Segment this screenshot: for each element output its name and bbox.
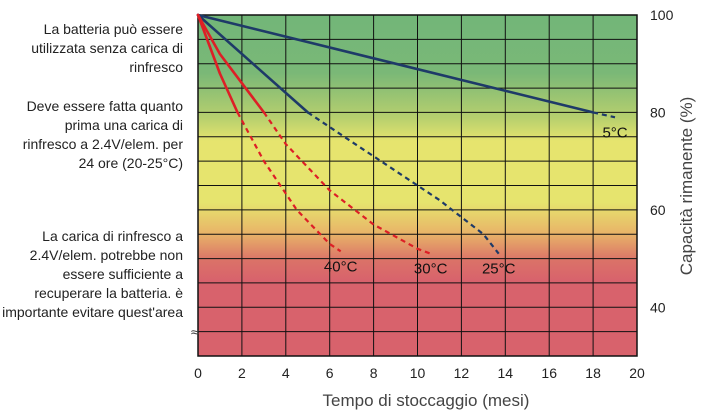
y-tick-labels: 100 80 60 40 <box>650 7 674 315</box>
x-tick-label: 2 <box>238 365 246 381</box>
x-tick-label: 0 <box>194 365 202 381</box>
x-tick-label: 10 <box>410 365 426 381</box>
zone-note-green: La batteria può essere utilizzata senza … <box>31 21 183 75</box>
x-axis-title: Tempo di stoccaggio (mesi) <box>323 391 530 410</box>
axis-break-mark: ≈ <box>190 325 200 339</box>
series-label: 5°C <box>602 124 627 141</box>
series-labels: 5°C 25°C 30°C 40°C <box>324 124 628 277</box>
series-label: 25°C <box>482 261 516 278</box>
x-tick-labels: 0 2 4 6 8 10 12 14 16 18 20 <box>194 365 645 381</box>
grid <box>198 15 637 356</box>
x-tick-label: 20 <box>629 365 645 381</box>
y-tick-label: 80 <box>650 104 666 120</box>
series-line-dashed <box>236 111 342 253</box>
series-line-solid <box>196 13 310 114</box>
y-tick-label: 40 <box>650 299 666 315</box>
plot-frame <box>197 14 638 357</box>
series-label: 40°C <box>324 258 358 275</box>
x-tick-label: 16 <box>541 365 557 381</box>
x-tick-label: 4 <box>282 365 290 381</box>
x-tick-label: 12 <box>454 365 470 381</box>
series-line-dashed <box>592 111 616 119</box>
zone-note-red: La carica di rinfresco a 2.4V/elem. potr… <box>2 228 183 320</box>
x-tick-label: 18 <box>585 365 601 381</box>
series-line-solid <box>196 13 266 114</box>
x-tick-label: 6 <box>326 365 334 381</box>
series-line-solid <box>196 13 239 114</box>
y-axis-title: Capacità rimanente (%) <box>677 97 696 276</box>
y-tick-label: 100 <box>650 7 674 23</box>
series-label: 30°C <box>414 261 448 278</box>
zone-note-yellow: Deve essere fatta quanto prima una caric… <box>22 98 183 171</box>
x-tick-label: 14 <box>498 365 514 381</box>
series-line-dashed <box>307 111 500 255</box>
series-line-solid <box>196 13 595 114</box>
x-tick-label: 8 <box>370 365 378 381</box>
series-line-dashed <box>262 111 432 255</box>
series-layer <box>196 13 616 255</box>
y-tick-label: 60 <box>650 202 666 218</box>
